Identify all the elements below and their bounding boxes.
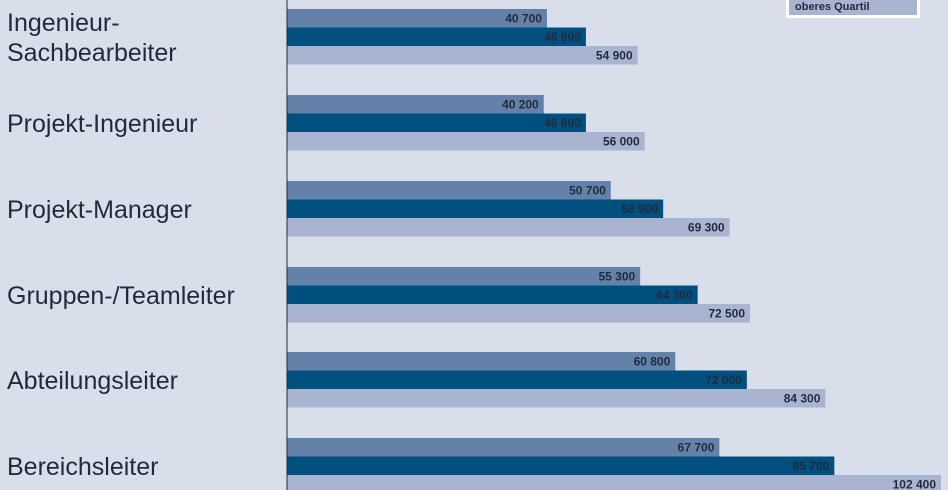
bar-value-label: 58 900 — [621, 202, 658, 216]
bar-series-3 — [287, 304, 751, 323]
legend: oberes Quartil — [786, 0, 920, 18]
bar-series-2 — [287, 370, 747, 389]
bar-series-1 — [287, 9, 547, 28]
bar-series-2 — [287, 285, 698, 304]
bar-value-label: 60 800 — [634, 355, 671, 369]
legend-swatch-oberes-quartil — [789, 0, 917, 15]
bar-value-label: 72 500 — [708, 307, 745, 321]
category-label: Ingenieur- — [7, 9, 120, 37]
category-label: Projekt-Manager — [7, 196, 192, 224]
bar-series-1 — [287, 352, 676, 371]
bar-series-1 — [287, 267, 641, 286]
bar-series-3 — [287, 475, 941, 490]
bar-value-label: 50 700 — [569, 184, 606, 198]
bar-series-3 — [287, 218, 730, 237]
bar-value-label: 69 300 — [688, 221, 725, 235]
category-label: Sachbearbeiter — [7, 39, 177, 67]
labels-group: Ingenieur-Sachbearbeiter Projekt-Ingenieu… — [7, 9, 936, 490]
bar-value-label: 56 000 — [603, 135, 640, 149]
bar-value-label: 84 300 — [784, 392, 821, 406]
bar-value-label: 40 200 — [502, 98, 539, 112]
bars-group — [287, 9, 941, 490]
bar-value-label: 46 800 — [544, 30, 581, 44]
bar-series-2 — [287, 27, 586, 46]
bar-value-label: 54 900 — [596, 49, 633, 63]
bar-series-3 — [287, 389, 826, 408]
category-label: Bereichsleiter — [7, 453, 158, 481]
bar-series-3 — [287, 46, 638, 65]
bar-series-3 — [287, 132, 645, 151]
bar-value-label: 72 000 — [705, 373, 742, 387]
bar-value-label: 64 300 — [656, 288, 693, 302]
legend-label-oberes-quartil: oberes Quartil — [795, 1, 870, 13]
bar-series-2 — [287, 456, 835, 475]
bar-value-label: 67 700 — [678, 441, 715, 455]
category-label: Gruppen-/Teamleiter — [7, 282, 235, 310]
category-label: Abteilungsleiter — [7, 367, 178, 395]
bar-series-1 — [287, 95, 544, 114]
bar-value-label: 46 800 — [544, 116, 581, 130]
bar-value-label: 102 400 — [893, 478, 937, 490]
category-label: Projekt-Ingenieur — [7, 110, 197, 138]
bar-series-2 — [287, 199, 664, 218]
bar-series-1 — [287, 438, 720, 457]
bar-series-1 — [287, 181, 611, 200]
bar-value-label: 40 700 — [505, 12, 542, 26]
bar-series-2 — [287, 113, 586, 132]
bar-value-label: 85 700 — [793, 459, 830, 473]
bar-value-label: 55 300 — [598, 270, 635, 284]
